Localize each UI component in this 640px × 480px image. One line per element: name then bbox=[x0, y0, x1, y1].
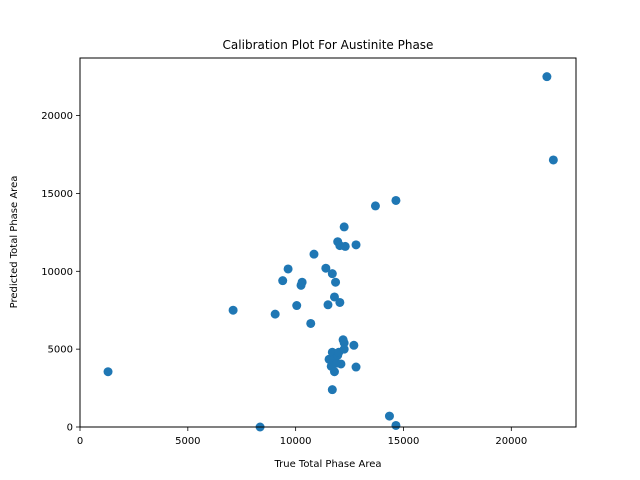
data-point bbox=[351, 240, 361, 250]
data-point bbox=[309, 249, 319, 259]
data-point bbox=[270, 309, 280, 319]
x-tick-label: 20000 bbox=[495, 436, 527, 447]
data-point bbox=[391, 420, 401, 430]
y-tick-label: 10000 bbox=[41, 267, 73, 278]
data-point bbox=[103, 367, 113, 377]
data-point bbox=[340, 241, 350, 251]
data-points bbox=[103, 72, 558, 432]
data-point bbox=[306, 318, 316, 328]
data-point bbox=[339, 344, 349, 354]
data-point bbox=[542, 72, 552, 82]
x-axis-label: True Total Phase Area bbox=[273, 459, 381, 470]
x-tick-label: 15000 bbox=[388, 436, 420, 447]
data-point bbox=[323, 300, 333, 310]
data-point bbox=[339, 222, 349, 232]
data-point bbox=[327, 385, 337, 395]
x-tick-label: 0 bbox=[77, 436, 83, 447]
data-point bbox=[384, 411, 394, 421]
data-point bbox=[321, 263, 331, 273]
data-point bbox=[331, 277, 341, 287]
data-point bbox=[335, 297, 345, 307]
data-point bbox=[228, 305, 238, 315]
y-tick-label: 0 bbox=[67, 423, 73, 434]
x-axis-ticks: 0 5000 10000 15000 20000 bbox=[77, 427, 527, 447]
data-point bbox=[327, 269, 337, 279]
data-point bbox=[548, 155, 558, 165]
data-point bbox=[297, 277, 307, 287]
y-tick-label: 5000 bbox=[48, 345, 73, 356]
data-point bbox=[278, 276, 288, 286]
y-tick-label: 15000 bbox=[41, 189, 73, 200]
plot-frame bbox=[79, 57, 577, 428]
x-tick-label: 10000 bbox=[280, 436, 312, 447]
chart-title: Calibration Plot For Austinite Phase bbox=[223, 38, 434, 52]
data-point bbox=[336, 359, 346, 369]
data-point bbox=[329, 367, 339, 377]
data-point bbox=[391, 195, 401, 205]
y-axis-ticks: 0 5000 10000 15000 20000 bbox=[41, 111, 80, 434]
data-point bbox=[351, 362, 361, 372]
data-point bbox=[292, 301, 302, 311]
data-point bbox=[349, 340, 359, 350]
data-point bbox=[339, 338, 349, 348]
data-point bbox=[283, 264, 293, 274]
y-axis-label: Predicted Total Phase Area bbox=[9, 176, 20, 309]
x-tick-label: 5000 bbox=[175, 436, 200, 447]
y-tick-label: 20000 bbox=[41, 111, 73, 122]
data-point bbox=[370, 201, 380, 211]
